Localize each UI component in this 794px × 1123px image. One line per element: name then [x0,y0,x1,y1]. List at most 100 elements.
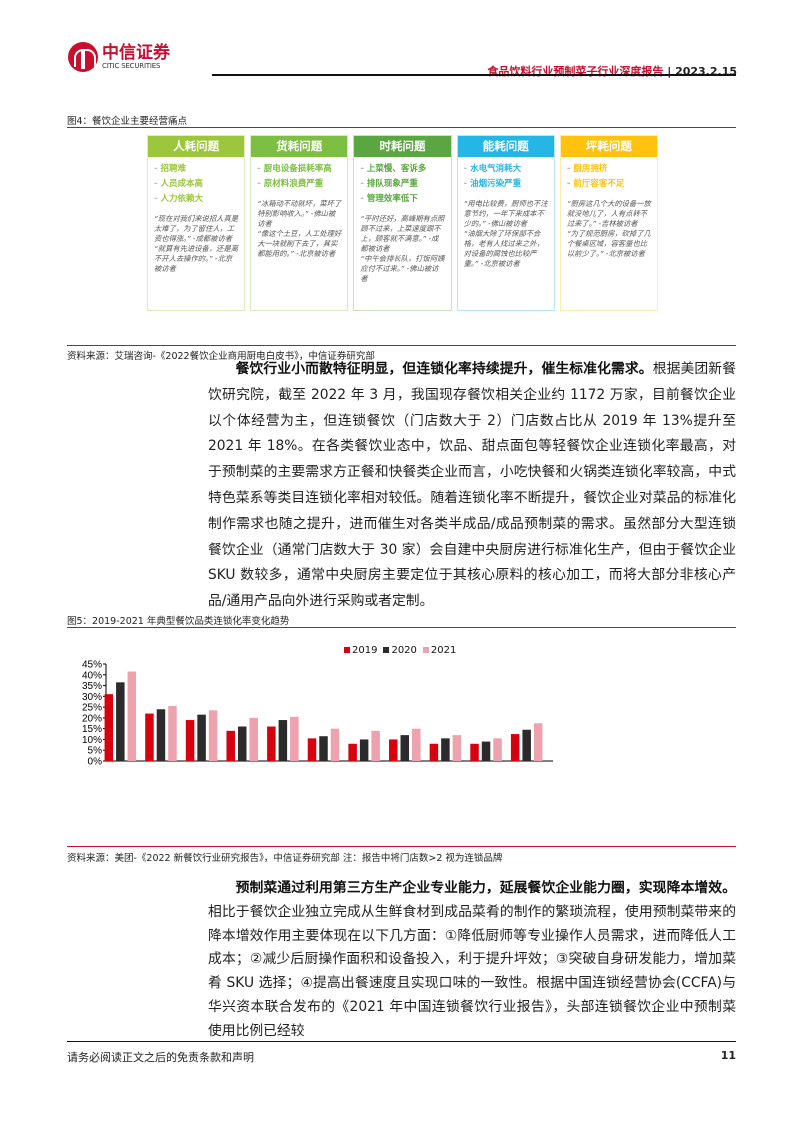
bar-2020 [197,714,206,761]
page-number: 11 [720,1049,736,1062]
interview-quote: “冰箱动不动就坏，菜坏了特别影响收入。” -佛山被访者 [257,199,342,228]
para2-lead: 预制菜通过利用第三方生产企业专业能力，延展餐饮企业能力圈，实现降本增效。 [235,880,736,896]
chain-rate-bar-chart: 0%5%10%15%20%25%30%35%40%45% [82,660,553,768]
bar-2021 [290,716,299,761]
footer-disclaimer: 请务必阅读正文之后的免责条款和声明 [67,1051,254,1064]
y-tick-label: 0% [88,757,103,768]
pain-column-header: 人耗问题 [148,136,245,157]
bar-2020 [237,726,247,761]
pain-column: 时耗问题上菜慢、客诉多排队现象严重管理效率低下 “平时还好，高峰期有点照顾不过来，… [353,135,452,311]
bar-2019 [470,743,479,761]
bar-2020 [481,741,491,761]
bar-2021 [493,738,502,761]
bar-2020 [522,729,531,761]
bar-2020 [400,735,410,761]
bar-2020 [116,682,125,761]
y-tick-label: 20% [82,713,102,724]
figure5-title: 图5：2019-2021 年典型餐饮品类连锁化率变化趋势 [67,616,290,627]
citic-logo: 中信证券 CITIC SECURITIES [68,42,170,72]
bar-2019 [348,743,357,761]
bar-2020 [441,738,450,761]
bar-2019 [185,720,195,761]
pain-column: 能耗问题水电气消耗大油烟污染严重 “用电比较费，厨师也不注意节约，一年下来成本不少… [456,135,555,311]
interview-quote: “用电比较费，厨师也不注意节约，一年下来成本不少的。” -佛山被访者 [463,199,548,228]
para2-body: 相比于餐饮企业独立完成从生鲜食材到成品菜肴的制作的繁琐流程，使用预制菜带来的降本… [208,903,736,1039]
y-tick-label: 25% [82,703,102,714]
y-tick-label: 45% [82,660,102,671]
figure4-divider [67,127,736,128]
bar-2019 [145,713,154,761]
bar-2019 [226,730,235,761]
bar-2021 [208,710,218,761]
interview-quote: “平时还好，高峰期有点照顾不过来，上菜速度跟不上，顾客就不满意。” -成都被访者 [360,214,445,253]
bar-2021 [168,706,177,761]
y-tick-label: 30% [82,692,102,703]
bar-2021 [412,728,421,761]
pain-bullet: 排队现象严重 [360,177,444,189]
bar-2019 [307,738,317,761]
interview-quote: “就算有先进设备，还是离不开人去操作的。” -北京被访者 [154,244,239,273]
y-tick-label: 5% [88,746,103,757]
pain-column: 人耗问题招聘难人员成本高人力依赖大 “现在对我们来说招人真是太难了，为了留住人，工… [147,135,246,311]
footer-divider [67,1041,736,1042]
pain-column-header: 时耗问题 [354,136,451,157]
pain-bullet: 上菜慢、客诉多 [360,162,444,174]
pain-bullet: 厨房拥挤 [567,162,651,174]
figure4-title: 图4：餐饮企业主要经营痛点 [67,116,188,127]
bar-2020 [278,720,288,761]
interview-quote: “厨房这几个大的设备一放就没地儿了，人有点转不过来了。” -吉林被访者 [566,199,651,228]
paragraph-chain-rate: 餐饮行业小而散特征明显，但连锁化率持续提升，催生标准化需求。根据美团新餐饮研究院… [208,357,736,615]
interview-quote: “中午会排长队，打饭阿姨应付不过来。” -佛山被访者 [360,254,445,283]
pain-bullet: 油烟污染严重 [464,177,548,189]
pain-bullet: 水电气消耗大 [464,162,548,174]
logo-cn: 中信证券 [102,43,170,63]
bar-2021 [533,723,543,761]
citic-logo-icon [68,42,98,72]
bar-2019 [104,694,114,761]
interview-quote: “为了规范厨房，砍掉了几个餐桌区域，容客量也比以前少了。” -北京被访者 [566,229,651,258]
figure5-source: 资料来源：美团-《2022 新餐饮行业研究报告》，中信证券研究部 注：报告中将门… [67,853,503,864]
figure4-bottom-divider [67,345,736,346]
interview-quote: “现在对我们来说招人真是太难了，为了留住人，工资也得涨。” -成都被访者 [154,214,239,243]
bar-2021 [127,671,137,761]
bar-2019 [429,743,439,761]
pain-bullet: 人员成本高 [154,177,238,189]
bar-2020 [359,739,369,761]
figure5-bottom-divider [67,846,736,847]
pain-column-header: 坪耗问题 [560,136,658,157]
y-tick-label: 35% [82,681,102,692]
pain-points-diagram: 人耗问题招聘难人员成本高人力依赖大 “现在对我们来说招人真是太难了，为了留住人，工… [147,135,659,311]
legend-2020: 2020 [383,645,417,656]
bar-2020 [319,736,328,761]
para1-body: 根据美团新餐饮研究院，截至 2022 年 3 月，我国现存餐饮相关企业约 117… [208,361,736,610]
header-divider [212,74,736,76]
para1-lead: 餐饮行业小而散特征明显，但连锁化率持续提升，催生标准化需求。 [235,361,653,377]
pain-column: 坪耗问题厨房拥挤前厅容客不足 “厨房这几个大的设备一放就没地儿了，人有点转不过来了… [559,135,659,311]
legend-2019: 2019 [344,645,377,656]
bar-2021 [249,717,258,761]
bar-2021 [371,730,380,761]
bar-2019 [510,734,520,761]
figure4-source: 资料来源：艾瑞咨询-《2022餐饮企业商用厨电白皮书》，中信证券研究部 [67,351,375,362]
y-tick-label: 10% [82,735,102,746]
pain-bullet: 前厅容客不足 [567,177,651,189]
interview-quote: “像这个土豆，人工处理好大一块就削下去了，其实都能用的。” -北京被访者 [257,229,342,258]
pain-bullet: 招聘难 [154,162,238,174]
bar-2019 [267,726,276,761]
bar-2019 [389,739,398,761]
pain-bullet: 原材料浪费严重 [257,177,341,189]
bar-2021 [452,735,462,761]
bar-2021 [330,728,340,761]
pain-bullet: 人力依赖大 [154,192,238,204]
figure5-divider [67,627,736,628]
logo-en: CITIC SECURITIES [102,62,161,70]
pain-column: 货耗问题厨电设备损耗率高原材料浪费严重 “冰箱动不动就坏，菜坏了特别影响收入。” … [250,135,349,311]
pain-bullet: 管理效率低下 [360,192,444,204]
pain-bullet: 厨电设备损耗率高 [257,162,341,174]
pain-column-header: 能耗问题 [457,136,554,157]
y-tick-label: 15% [82,724,102,735]
y-tick-label: 40% [82,670,102,681]
chart-legend: 2019 2020 2021 [344,645,456,656]
interview-quote: “油烟大除了环保部不合格，老有人找过来之外，对设备的腐蚀也比较严重。” -北京被… [463,229,544,268]
legend-2021: 2021 [422,645,456,656]
